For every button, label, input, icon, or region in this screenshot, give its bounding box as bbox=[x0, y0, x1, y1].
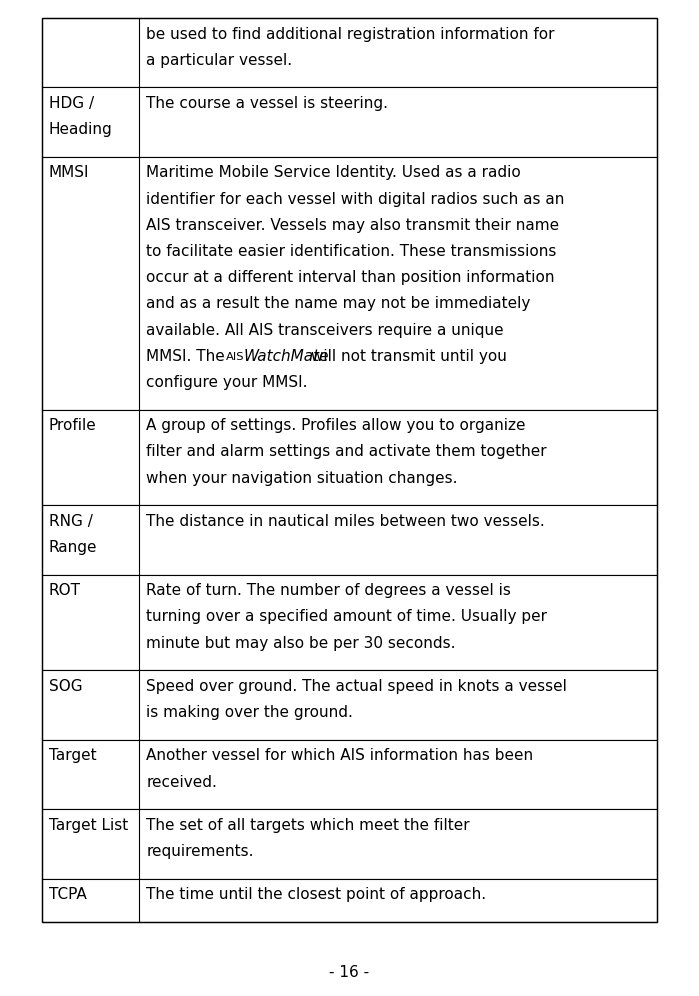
Text: WatchMate: WatchMate bbox=[243, 349, 329, 364]
Text: The course a vessel is steering.: The course a vessel is steering. bbox=[146, 96, 388, 111]
Bar bbox=[42, 88, 657, 157]
Text: Rate of turn. The number of degrees a vessel is: Rate of turn. The number of degrees a ve… bbox=[146, 584, 511, 599]
Bar bbox=[42, 505, 657, 575]
Text: Profile: Profile bbox=[49, 418, 96, 433]
Text: identifier for each vessel with digital radios such as an: identifier for each vessel with digital … bbox=[146, 191, 565, 206]
Text: Speed over ground. The actual speed in knots a vessel: Speed over ground. The actual speed in k… bbox=[146, 679, 567, 694]
Text: and as a result the name may not be immediately: and as a result the name may not be imme… bbox=[146, 297, 531, 312]
Text: will not transmit until you: will not transmit until you bbox=[306, 349, 507, 364]
Bar bbox=[42, 18, 657, 922]
Text: RNG /: RNG / bbox=[49, 514, 93, 529]
Text: requirements.: requirements. bbox=[146, 844, 254, 859]
Bar bbox=[42, 409, 657, 505]
Text: SOG: SOG bbox=[49, 679, 82, 694]
Text: TCPA: TCPA bbox=[49, 887, 87, 902]
Text: when your navigation situation changes.: when your navigation situation changes. bbox=[146, 470, 458, 486]
Text: to facilitate easier identification. These transmissions: to facilitate easier identification. The… bbox=[146, 244, 556, 259]
Bar bbox=[42, 810, 657, 878]
Bar bbox=[42, 575, 657, 670]
Text: minute but may also be per 30 seconds.: minute but may also be per 30 seconds. bbox=[146, 635, 456, 650]
Text: - 16 -: - 16 - bbox=[329, 965, 370, 980]
Text: Target List: Target List bbox=[49, 818, 128, 833]
Text: The time until the closest point of approach.: The time until the closest point of appr… bbox=[146, 887, 487, 902]
Bar bbox=[42, 18, 657, 88]
Text: Another vessel for which AIS information has been: Another vessel for which AIS information… bbox=[146, 748, 533, 763]
Text: filter and alarm settings and activate them together: filter and alarm settings and activate t… bbox=[146, 444, 547, 459]
Text: a particular vessel.: a particular vessel. bbox=[146, 53, 292, 68]
Text: be used to find additional registration information for: be used to find additional registration … bbox=[146, 27, 555, 42]
Bar bbox=[42, 157, 657, 409]
Text: ROT: ROT bbox=[49, 584, 81, 599]
Text: Heading: Heading bbox=[49, 123, 113, 137]
Text: Target: Target bbox=[49, 748, 96, 763]
Bar bbox=[42, 740, 657, 810]
Text: MMSI: MMSI bbox=[49, 165, 89, 180]
Text: AIS transceiver. Vessels may also transmit their name: AIS transceiver. Vessels may also transm… bbox=[146, 218, 559, 233]
Text: The set of all targets which meet the filter: The set of all targets which meet the fi… bbox=[146, 818, 470, 833]
Bar bbox=[42, 670, 657, 740]
Text: is making over the ground.: is making over the ground. bbox=[146, 705, 353, 720]
Text: MMSI. The: MMSI. The bbox=[146, 349, 230, 364]
Text: Maritime Mobile Service Identity. Used as a radio: Maritime Mobile Service Identity. Used a… bbox=[146, 165, 521, 180]
Bar bbox=[42, 878, 657, 922]
Text: available. All AIS transceivers require a unique: available. All AIS transceivers require … bbox=[146, 323, 504, 338]
Text: occur at a different interval than position information: occur at a different interval than posit… bbox=[146, 270, 555, 285]
Text: Range: Range bbox=[49, 540, 97, 555]
Text: received.: received. bbox=[146, 775, 217, 790]
Text: configure your MMSI.: configure your MMSI. bbox=[146, 374, 308, 390]
Text: HDG /: HDG / bbox=[49, 96, 94, 111]
Text: turning over a specified amount of time. Usually per: turning over a specified amount of time.… bbox=[146, 610, 547, 624]
Text: The distance in nautical miles between two vessels.: The distance in nautical miles between t… bbox=[146, 514, 545, 529]
Text: A group of settings. Profiles allow you to organize: A group of settings. Profiles allow you … bbox=[146, 418, 526, 433]
Text: AIS: AIS bbox=[226, 352, 244, 362]
